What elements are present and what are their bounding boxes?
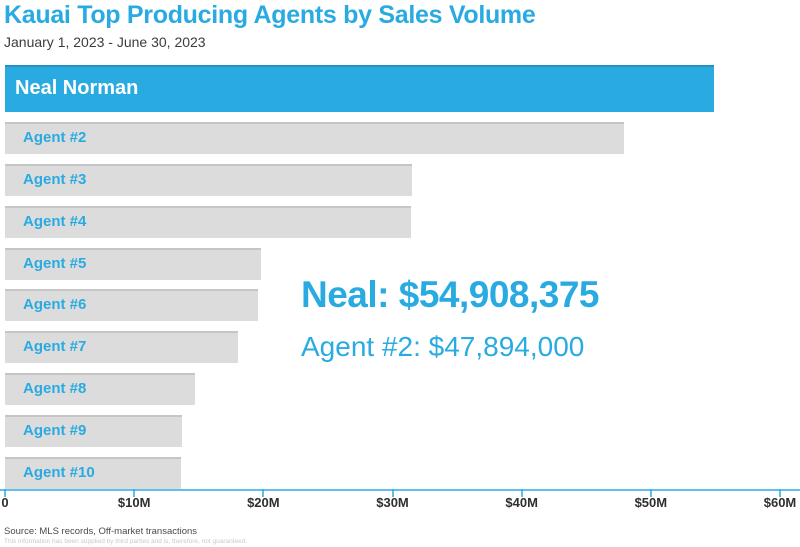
bar-label: Neal Norman — [15, 77, 139, 99]
neal-total-callout: Neal: $54,908,375 — [301, 274, 600, 315]
axis-tick-label: $30M — [376, 495, 409, 510]
page-title: Kauai Top Producing Agents by Sales Volu… — [4, 1, 536, 29]
highlight-bar — [5, 65, 714, 112]
x-axis-line — [0, 489, 800, 491]
axis-tick — [262, 489, 265, 497]
bar-row: Agent #10 — [5, 457, 780, 489]
bar-label: Agent #10 — [23, 464, 95, 481]
date-range-subtitle: January 1, 2023 - June 30, 2023 — [4, 34, 206, 50]
bar — [5, 415, 182, 447]
agent2-total-callout: Agent #2: $47,894,000 — [301, 331, 585, 362]
bar-label: Agent #2 — [23, 129, 87, 146]
bar-label: Agent #6 — [23, 296, 87, 313]
axis-tick-label: $40M — [505, 495, 538, 510]
bar-row: Agent #6 — [5, 289, 780, 321]
axis-tick-label: $20M — [247, 495, 280, 510]
bar-label: Agent #8 — [23, 380, 87, 397]
bar-row: Agent #3 — [5, 164, 780, 196]
bar-label: Agent #5 — [23, 255, 87, 272]
bar-label: Agent #3 — [23, 171, 87, 188]
bar-label: Agent #9 — [23, 422, 87, 439]
source-note: Source: MLS records, Off-market transact… — [4, 526, 198, 537]
axis-tick — [4, 489, 6, 497]
axis-tick-label: $10M — [117, 495, 151, 510]
bar-row: Agent #2 — [5, 122, 780, 154]
axis-tick-label: $60M — [763, 495, 797, 510]
axis-tick-label: 0 — [1, 495, 9, 510]
axis-tick — [779, 489, 781, 497]
axis-tick — [649, 489, 652, 497]
axis-tick — [520, 489, 523, 497]
axis-tick — [133, 489, 136, 497]
disclaimer-note: This information has been supplied by th… — [4, 538, 248, 545]
bar-row: Neal Norman — [5, 65, 780, 112]
bar-row: Agent #7 — [5, 331, 780, 363]
bar — [5, 164, 412, 196]
bar — [5, 331, 238, 363]
bar — [5, 373, 195, 405]
bar-row: Agent #9 — [5, 415, 780, 447]
callout-annotation: Neal: $54,908,375 Agent #2: $47,894,000 — [301, 274, 600, 363]
bar — [5, 122, 624, 154]
bar-label: Agent #4 — [23, 213, 87, 230]
bar — [5, 248, 261, 280]
axis-tick-label: $50M — [634, 495, 668, 510]
bar — [5, 457, 181, 489]
bar-row: Agent #4 — [5, 206, 780, 238]
axis-tick — [391, 489, 394, 497]
bar — [5, 289, 258, 321]
bar-label: Agent #7 — [23, 338, 87, 355]
bar-row: Agent #8 — [5, 373, 780, 405]
bar — [5, 206, 411, 238]
bar-row: Agent #5 — [5, 248, 780, 280]
